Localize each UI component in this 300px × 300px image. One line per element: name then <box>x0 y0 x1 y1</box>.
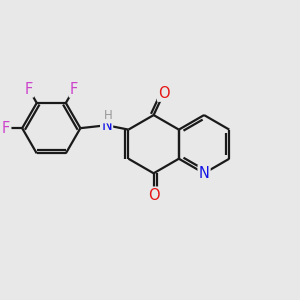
Text: N: N <box>199 166 209 181</box>
Text: N: N <box>101 118 112 133</box>
Text: O: O <box>158 86 169 101</box>
Text: F: F <box>70 82 78 97</box>
Text: F: F <box>25 82 33 97</box>
Text: F: F <box>2 121 10 136</box>
Text: O: O <box>148 188 160 202</box>
Text: H: H <box>104 110 112 122</box>
